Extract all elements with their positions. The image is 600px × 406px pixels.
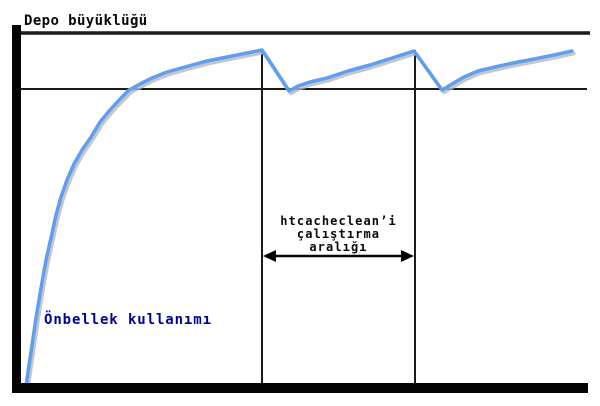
interval-label-line-2: çalıştırma xyxy=(296,227,381,241)
y-axis xyxy=(12,25,21,393)
interval-arrow xyxy=(263,250,414,262)
interval-arrow-head-right xyxy=(401,250,414,262)
cache-usage-curve-label: Önbellek kullanımı xyxy=(44,312,212,328)
interval-label-line-3: aralığı xyxy=(309,240,368,254)
x-axis xyxy=(12,383,588,393)
reference-lines xyxy=(14,31,590,385)
curve-shadow xyxy=(26,50,576,391)
cache-usage-curve xyxy=(24,48,574,388)
y-axis-title: Depo büyüklüğü xyxy=(24,13,148,29)
interval-arrow-head-left xyxy=(263,250,276,262)
htcacheclean-interval-label: htcacheclean’i çalıştırma aralığı xyxy=(262,215,415,254)
interval-label-line-1: htcacheclean’i xyxy=(280,214,397,228)
